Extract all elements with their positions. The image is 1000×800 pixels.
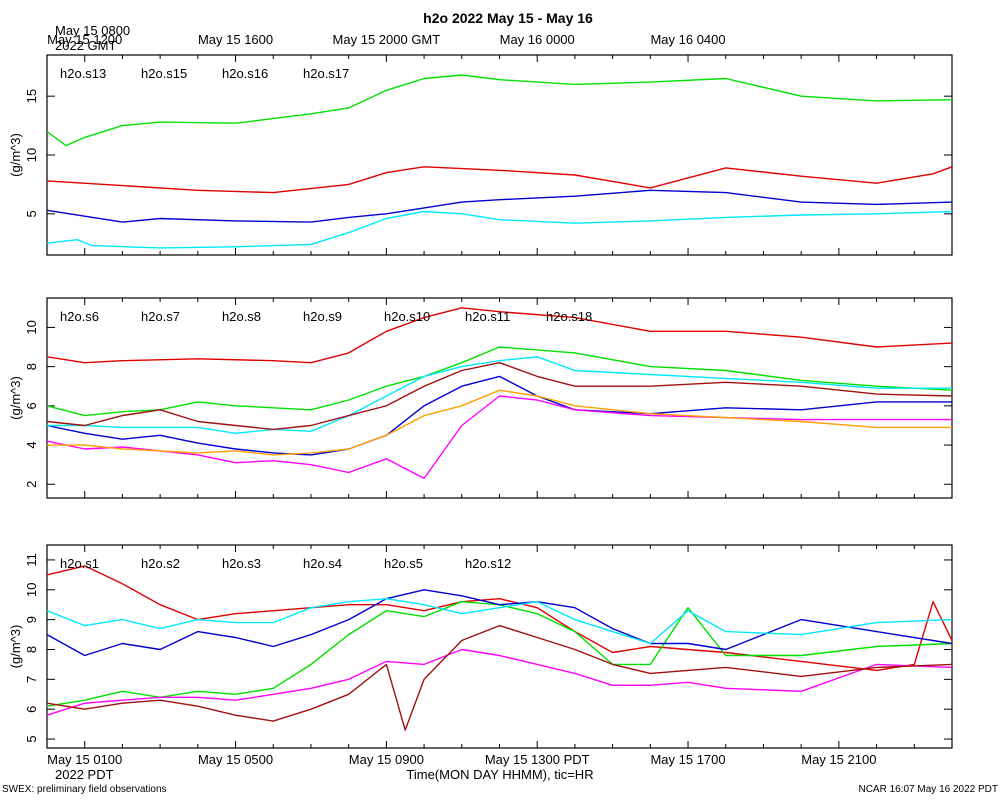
bottom-time-label: May 15 0500 [198,752,273,767]
legend-h2o-s2: h2o.s2 [141,556,180,571]
bottom-time-label: May 15 1700 [650,752,725,767]
legend-h2o-s13: h2o.s13 [60,66,106,81]
legend-h2o-s8: h2o.s8 [222,309,261,324]
bottom-start-label: 2022 PDT [55,767,114,782]
legend-h2o-s5: h2o.s5 [384,556,423,571]
panel-1: 5 10 15 (g/m^3) h2o.s13 h2o.s15 h2o.s16 h2o.s17… [8,23,953,256]
series-h2o-s7 [46,346,953,417]
top-time-label: May 15 2000 GMT [333,32,441,47]
series-h2o-s13 [46,166,953,194]
y-tick-label: 2 [24,481,39,488]
panel-frame [46,54,953,256]
legend-h2o-s17: h2o.s17 [303,66,349,81]
series-h2o-s11 [46,362,953,431]
bottom-time-label: May 15 0900 [349,752,424,767]
top-start-label-line2: 2022 GMT [55,38,116,53]
y-tick-label: 9 [24,616,39,623]
legend-h2o-s3: h2o.s3 [222,556,261,571]
y-tick-label: 6 [24,706,39,713]
series-h2o-s2 [46,601,953,707]
y-tick-label: 5 [24,210,39,217]
top-start-label-line1: May 15 0800 [55,23,130,38]
legend-h2o-s4: h2o.s4 [303,556,342,571]
series-h2o-s6 [46,307,953,364]
series-h2o-s4 [46,598,953,645]
top-time-label: May 16 0000 [500,32,575,47]
y-axis-label: (g/m^3) [8,625,23,669]
series-h2o-s18 [47,389,952,456]
chart-title: h2o 2022 May 15 - May 16 [423,10,593,26]
y-tick-label: 4 [24,441,39,448]
y-tick-label: 10 [24,320,39,334]
panel-3: 5 6 7 8 9 10 11 (g/m^3) h2o.s1 h2o.s2 h2o.s3 h2o.s4… [8,544,953,782]
x-axis-label: Time(MON DAY HHMM), tic=HR [406,767,593,782]
legend-h2o-s10: h2o.s10 [384,309,430,324]
series-h2o-s8 [46,375,952,456]
legend-h2o-s12: h2o.s12 [465,556,511,571]
panel-2: 2 4 6 8 10 (g/m^3) h2o.s6 h2o.s7 h2o.s8 h2o.s9 h2o… [8,297,953,499]
y-axis-label: (g/m^3) [8,376,23,420]
series-h2o-s15 [46,74,953,147]
top-time-label: May 15 1600 [198,32,273,47]
bottom-time-label: May 15 2100 [801,752,876,767]
legend-h2o-s11: h2o.s11 [465,309,510,324]
footer-right: NCAR 16:07 May 16 2022 PDT [858,784,998,795]
legend-h2o-s6: h2o.s6 [60,309,99,324]
legend-h2o-s1: h2o.s1 [60,556,99,571]
bottom-time-label: May 15 0100 [47,752,122,767]
series-h2o-s5 [46,648,953,716]
y-tick-label: 8 [24,363,39,370]
bottom-time-label: May 15 1300 PDT [485,752,590,767]
series-h2o-s12 [46,624,953,731]
footer-left: SWEX: preliminary field observations [2,784,167,795]
y-tick-label: 10 [24,148,39,162]
y-axis-label: (g/m^3) [8,133,23,177]
y-tick-label: 15 [24,89,39,103]
legend-h2o-s16: h2o.s16 [222,66,268,81]
y-tick-label: 6 [24,402,39,409]
series-h2o-s9 [47,356,952,434]
legend-h2o-s18: h2o.s18 [546,309,592,324]
top-time-label: May 15 1200 [47,32,122,47]
series-h2o-s1 [46,565,953,672]
series-h2o-s16 [46,189,953,223]
panel-frame [46,544,953,749]
y-tick-label: 11 [24,553,39,567]
y-tick-label: 7 [24,676,39,683]
y-tick-label: 5 [24,735,39,742]
series-h2o-s3 [46,589,953,657]
legend-h2o-s9: h2o.s9 [303,309,342,324]
y-tick-label: 10 [24,583,39,597]
legend-h2o-s7: h2o.s7 [141,309,180,324]
top-time-label: May 16 0400 [650,32,725,47]
legend-h2o-s15: h2o.s15 [141,66,187,81]
y-tick-label: 8 [24,646,39,653]
series-h2o-s17 [46,210,953,249]
panel-frame [46,297,953,499]
